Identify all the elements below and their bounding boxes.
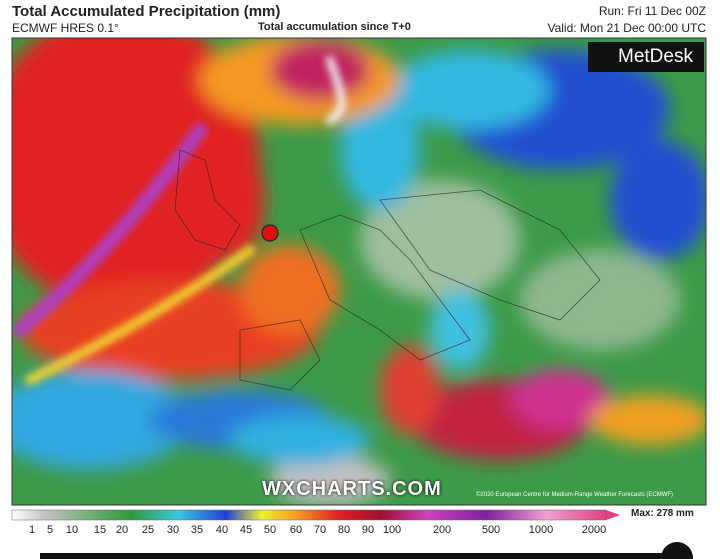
legend-tick: 40 [215, 524, 229, 536]
legend-tick: 35 [190, 524, 204, 536]
copyright: ©2020 European Centre for Medium-Range W… [476, 492, 674, 498]
legend-tick: 2000 [581, 524, 607, 536]
watermark: WXCHARTS.COM [262, 478, 442, 500]
max-label: Max: 278 mm [631, 508, 694, 519]
legend-tick: 60 [289, 524, 303, 536]
legend-tick: 500 [481, 524, 501, 536]
legend-tick: 1000 [528, 524, 554, 536]
subtitle: Total accumulation since T+0 [258, 21, 411, 33]
legend-tick: 1 [28, 524, 36, 536]
legend-tick: 15 [93, 524, 107, 536]
legend-tick: 50 [263, 524, 277, 536]
legend-tick: 90 [361, 524, 375, 536]
legend-tick: 100 [382, 524, 402, 536]
legend-tick: 30 [166, 524, 180, 536]
legend-tick: 25 [141, 524, 155, 536]
legend-tick: 200 [432, 524, 452, 536]
model: ECMWF HRES 0.1° [12, 21, 119, 35]
legend-tick: 5 [46, 524, 54, 536]
legend-tick: 80 [337, 524, 351, 536]
legend-tick: 20 [115, 524, 129, 536]
legend-tick: 70 [313, 524, 327, 536]
run: Run: Fri 11 Dec 00Z [598, 4, 706, 18]
map [12, 38, 706, 505]
title: Total Accumulated Precipitation (mm) [12, 3, 281, 20]
legend-tick: 45 [239, 524, 253, 536]
legend-tick: 10 [65, 524, 79, 536]
logo: MetDesk [618, 46, 693, 67]
valid: Valid: Mon 21 Dec 00:00 UTC [547, 21, 706, 35]
